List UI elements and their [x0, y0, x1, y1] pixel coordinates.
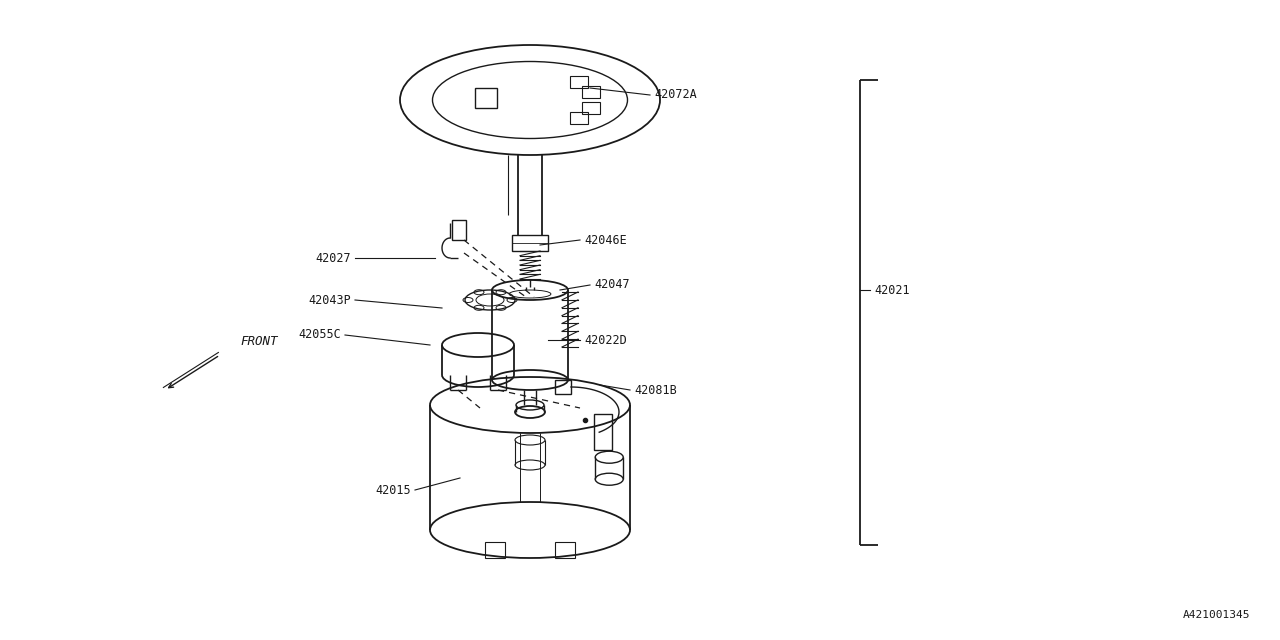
- Text: 42081B: 42081B: [634, 383, 677, 397]
- Bar: [556, 380, 571, 394]
- Bar: [570, 76, 588, 88]
- Text: 42046E: 42046E: [584, 234, 627, 246]
- Bar: [512, 235, 548, 251]
- Text: 42021: 42021: [874, 284, 910, 296]
- Bar: [582, 102, 600, 114]
- Bar: [452, 220, 466, 240]
- Text: FRONT: FRONT: [241, 335, 278, 348]
- Bar: [485, 542, 506, 558]
- Text: 42047: 42047: [594, 278, 630, 291]
- Text: 42027: 42027: [315, 252, 351, 264]
- Bar: [570, 112, 588, 124]
- Text: 42043P: 42043P: [308, 294, 351, 307]
- Bar: [556, 542, 575, 558]
- Bar: [582, 86, 600, 98]
- Text: 42055C: 42055C: [298, 328, 340, 342]
- Bar: [475, 88, 497, 108]
- Text: 42015: 42015: [375, 483, 411, 497]
- Text: 42072A: 42072A: [654, 88, 696, 102]
- Text: A421001345: A421001345: [1183, 610, 1251, 620]
- Text: 42022D: 42022D: [584, 333, 627, 346]
